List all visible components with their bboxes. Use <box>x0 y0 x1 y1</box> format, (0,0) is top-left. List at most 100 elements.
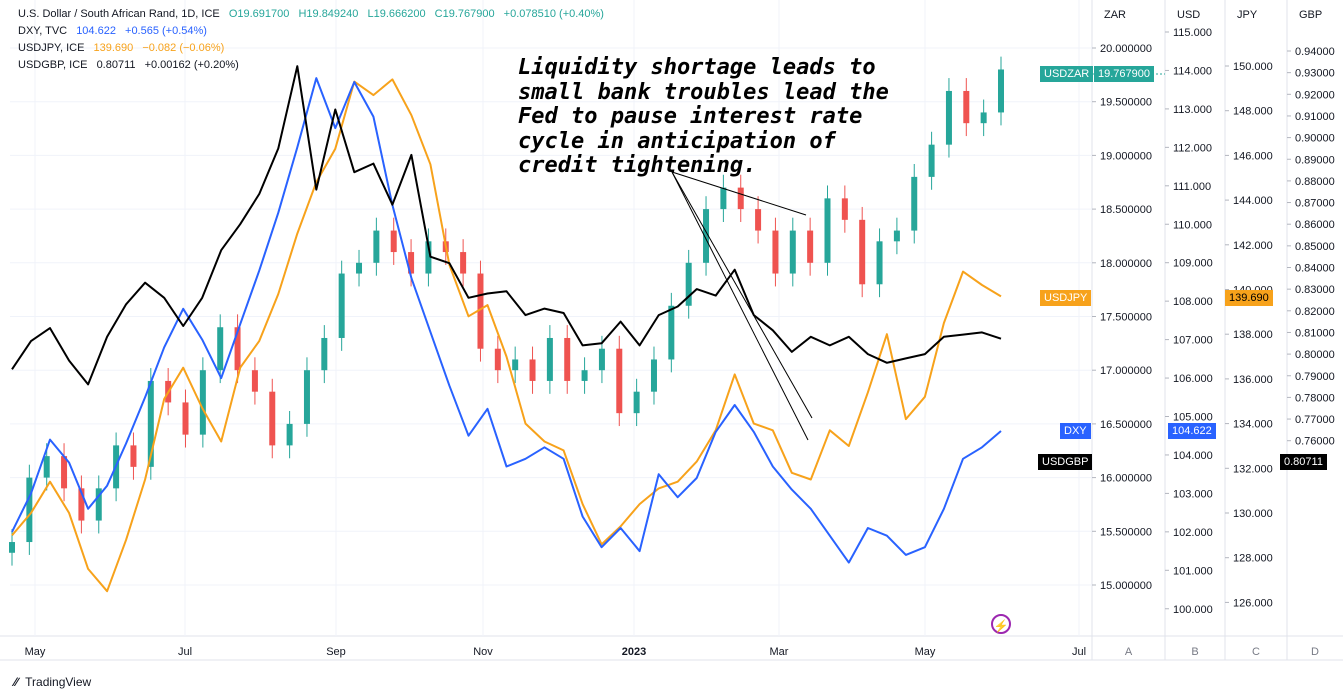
candle-body <box>807 230 814 263</box>
candle-body <box>95 488 102 521</box>
badge-dxy-value: 104.622 <box>1168 423 1216 439</box>
axis-tick-label-B: 107.000 <box>1173 335 1213 347</box>
candle-body <box>234 327 241 371</box>
axis-tick-label-C: 130.000 <box>1233 508 1273 520</box>
candle-body <box>43 456 50 478</box>
candle-body <box>737 187 744 210</box>
candle-body <box>824 198 831 263</box>
legend-symbol-usdgbp: USDGBP, ICE <box>18 59 88 71</box>
axis-tick-label-D: 0.82000 <box>1295 306 1335 318</box>
candle-body <box>477 273 484 349</box>
axis-tick-label-A: 20.000000 <box>1100 43 1152 55</box>
candle-body <box>668 305 675 360</box>
candle-body <box>130 445 137 467</box>
series-line-usdgbp <box>11 65 1002 386</box>
candle-body <box>616 348 623 414</box>
legend-symbol-usdzar: U.S. Dollar / South African Rand, 1D, IC… <box>18 8 220 20</box>
axis-tick-label-C: 126.000 <box>1233 597 1273 609</box>
legend-low: L19.666200 <box>367 8 426 20</box>
candle-body <box>581 370 588 381</box>
axis-tick-label-D: 0.80000 <box>1295 349 1335 361</box>
candle-body <box>321 337 328 371</box>
axis-tick-label-C: 148.000 <box>1233 106 1273 118</box>
candle-body <box>78 488 85 521</box>
candle-body <box>512 359 519 371</box>
axis-tick-label-A: 16.000000 <box>1100 473 1152 485</box>
axis-tick-label-D: 0.93000 <box>1295 68 1335 80</box>
axis-tick-label-A: 18.000000 <box>1100 258 1152 270</box>
scale-letter-C: C <box>1252 646 1260 658</box>
axis-tick-label-B: 110.000 <box>1173 219 1212 231</box>
axis-tick-label-B: 100.000 <box>1173 604 1213 616</box>
axis-tick-label-C: 132.000 <box>1233 463 1273 475</box>
candle-body <box>703 209 710 263</box>
legend-close: C19.767900 <box>434 8 495 20</box>
axis-tick-label-D: 0.79000 <box>1295 371 1335 383</box>
candle-body <box>303 370 310 424</box>
candle-body <box>789 230 796 274</box>
axis-tick-label-B: 113.000 <box>1173 104 1212 116</box>
axis-tick-label-B: 112.000 <box>1173 142 1212 154</box>
axis-tick-label-A: 19.000000 <box>1100 150 1152 162</box>
axis-title-A: ZAR <box>1104 9 1126 21</box>
axis-title-B: USD <box>1177 9 1200 21</box>
x-tick-label: Nov <box>473 646 493 658</box>
axis-tick-label-B: 111.000 <box>1173 181 1211 193</box>
axis-tick-label-B: 101.000 <box>1173 565 1213 577</box>
candle-body <box>26 477 33 543</box>
candle-body <box>286 423 293 446</box>
legend-row-usdzar: U.S. Dollar / South African Rand, 1D, IC… <box>18 6 604 23</box>
candle-body <box>373 230 380 263</box>
axis-tick-label-B: 103.000 <box>1173 488 1213 500</box>
tradingview-logo-icon: ⁄∕ <box>14 675 19 689</box>
candle-body <box>963 90 970 124</box>
axis-tick-label-A: 19.500000 <box>1100 97 1152 109</box>
candle-body <box>182 402 189 435</box>
axis-tick-label-D: 0.85000 <box>1295 241 1335 253</box>
candle-body <box>980 112 987 124</box>
axis-tick-label-D: 0.81000 <box>1295 327 1335 339</box>
axis-tick-label-A: 17.000000 <box>1100 365 1152 377</box>
candle-body <box>494 348 501 371</box>
candle-body <box>61 456 68 489</box>
axis-tick-label-D: 0.83000 <box>1295 284 1335 296</box>
axis-tick-label-C: 138.000 <box>1233 329 1273 341</box>
axis-tick-label-A: 15.000000 <box>1100 580 1152 592</box>
axis-tick-label-D: 0.91000 <box>1295 111 1335 123</box>
candle-body <box>546 337 553 381</box>
candle-body <box>876 241 883 285</box>
series-line-usdjpy <box>11 78 1002 593</box>
lightning-icon[interactable]: ⚡ <box>991 614 1011 634</box>
annotation-pointer-line <box>671 171 813 419</box>
axis-tick-label-D: 0.77000 <box>1295 414 1335 426</box>
brand: ⁄∕ TradingView <box>14 675 91 689</box>
scale-letter-D: D <box>1311 646 1319 658</box>
axis-tick-label-C: 134.000 <box>1233 419 1273 431</box>
annotation-pointer-line <box>671 171 807 216</box>
candle-body <box>772 230 779 274</box>
axis-title-C: JPY <box>1237 9 1258 21</box>
candle-body <box>356 262 363 274</box>
badge-usdjpy-name: USDJPY <box>1040 290 1092 306</box>
legend-symbol-usdjpy: USDJPY, ICE <box>18 42 85 54</box>
candle-body <box>217 327 224 371</box>
x-tick-label: Sep <box>326 646 346 658</box>
axis-tick-label-D: 0.89000 <box>1295 154 1335 166</box>
scale-letter-A: A <box>1125 646 1133 658</box>
axis-tick-label-B: 102.000 <box>1173 527 1213 539</box>
legend-row-dxy: DXY, TVC 104.622 +0.565 (+0.54%) <box>18 23 604 40</box>
candle-body <box>564 337 571 381</box>
series-line-dxy <box>11 77 1002 564</box>
axis-tick-label-D: 0.94000 <box>1295 46 1335 58</box>
badge-usdgbp-value: 0.80711 <box>1280 454 1327 470</box>
candle-body <box>408 252 415 274</box>
legend-high: H19.849240 <box>298 8 359 20</box>
legend-row-usdgbp: USDGBP, ICE 0.80711 +0.00162 (+0.20%) <box>18 57 604 74</box>
legend-last-dxy: 104.622 <box>76 25 116 37</box>
candle-body <box>841 198 848 220</box>
legend-row-usdjpy: USDJPY, ICE 139.690 −0.082 (−0.06%) <box>18 40 604 57</box>
legend-last-usdjpy: 139.690 <box>93 42 134 54</box>
legend-change-usdzar: +0.078510 (+0.40%) <box>503 8 604 20</box>
x-tick-label: 2023 <box>622 646 646 658</box>
